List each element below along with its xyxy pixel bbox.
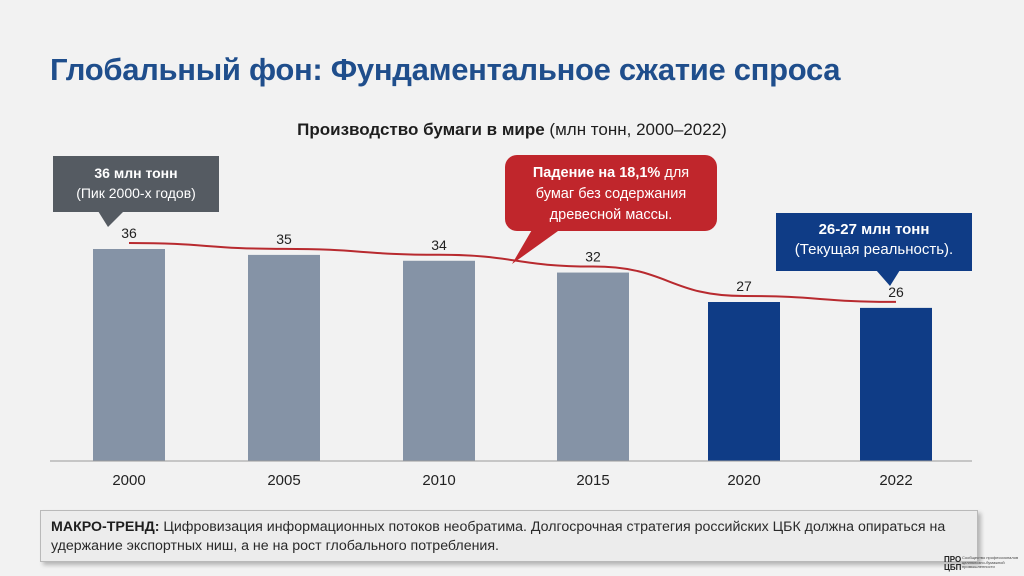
drop-callout-line2: бумаг без содержания xyxy=(535,186,687,202)
x-tick-label: 2022 xyxy=(879,472,912,489)
trend-line xyxy=(128,242,897,303)
logo-text: Сообщество профессионалов целлюлозно-бум… xyxy=(962,555,1019,569)
chart-title-bold: Производство бумаги в мире xyxy=(297,120,545,139)
drop-callout-line1: Падение на 18,1% для xyxy=(532,165,690,181)
drop-callout-pointer xyxy=(512,226,565,264)
bar-2015 xyxy=(557,272,629,461)
bar-2020 xyxy=(708,302,780,461)
value-label: 34 xyxy=(431,237,447,253)
current-callout-note: (Текущая реальность). xyxy=(794,241,954,258)
x-tick-label: 2005 xyxy=(267,472,300,489)
peak-callout-pointer xyxy=(98,211,124,227)
chart-title-units: (млн тонн, 2000–2022) xyxy=(544,120,727,139)
current-callout: 26-27 млн тонн (Текущая реальность). xyxy=(776,213,972,271)
macro-trend-note: МАКРО-ТРЕНД: Цифровизация информационных… xyxy=(40,510,978,562)
value-label: 35 xyxy=(276,231,292,247)
x-tick-label: 2015 xyxy=(576,472,609,489)
value-label: 26 xyxy=(888,284,904,300)
x-tick-label: 2000 xyxy=(112,472,145,489)
value-label: 32 xyxy=(585,249,601,265)
logo: ПРО ЦБП Сообщество профессионалов целлюло… xyxy=(944,555,1022,572)
x-tick-label: 2010 xyxy=(422,472,455,489)
bar-2010 xyxy=(403,260,475,461)
value-label: 27 xyxy=(736,278,752,294)
bar-2022 xyxy=(860,307,932,461)
macro-trend-text: Цифровизация информационных потоков необ… xyxy=(51,519,946,554)
current-callout-value: 26-27 млн тонн xyxy=(818,221,930,238)
current-callout-pointer xyxy=(876,270,900,286)
chart-title: Производство бумаги в мире (млн тонн, 20… xyxy=(0,120,1024,140)
drop-callout: Падение на 18,1% для бумаг без содержани… xyxy=(505,155,717,231)
peak-callout: 36 млн тонн (Пик 2000-х годов) xyxy=(53,156,219,212)
bar-2005 xyxy=(248,254,320,461)
page-title: Глобальный фон: Фундаментальное сжатие с… xyxy=(50,52,841,87)
peak-callout-value: 36 млн тонн xyxy=(94,165,178,181)
value-label: 36 xyxy=(121,225,137,241)
x-tick-label: 2020 xyxy=(727,472,760,489)
macro-trend-label: МАКРО-ТРЕНД: xyxy=(51,519,160,535)
drop-callout-line3: древесной массы. xyxy=(549,207,673,223)
peak-callout-note: (Пик 2000-х годов) xyxy=(76,185,196,201)
bar-2000 xyxy=(93,249,165,461)
logo-mark: ПРО ЦБП xyxy=(944,555,962,572)
